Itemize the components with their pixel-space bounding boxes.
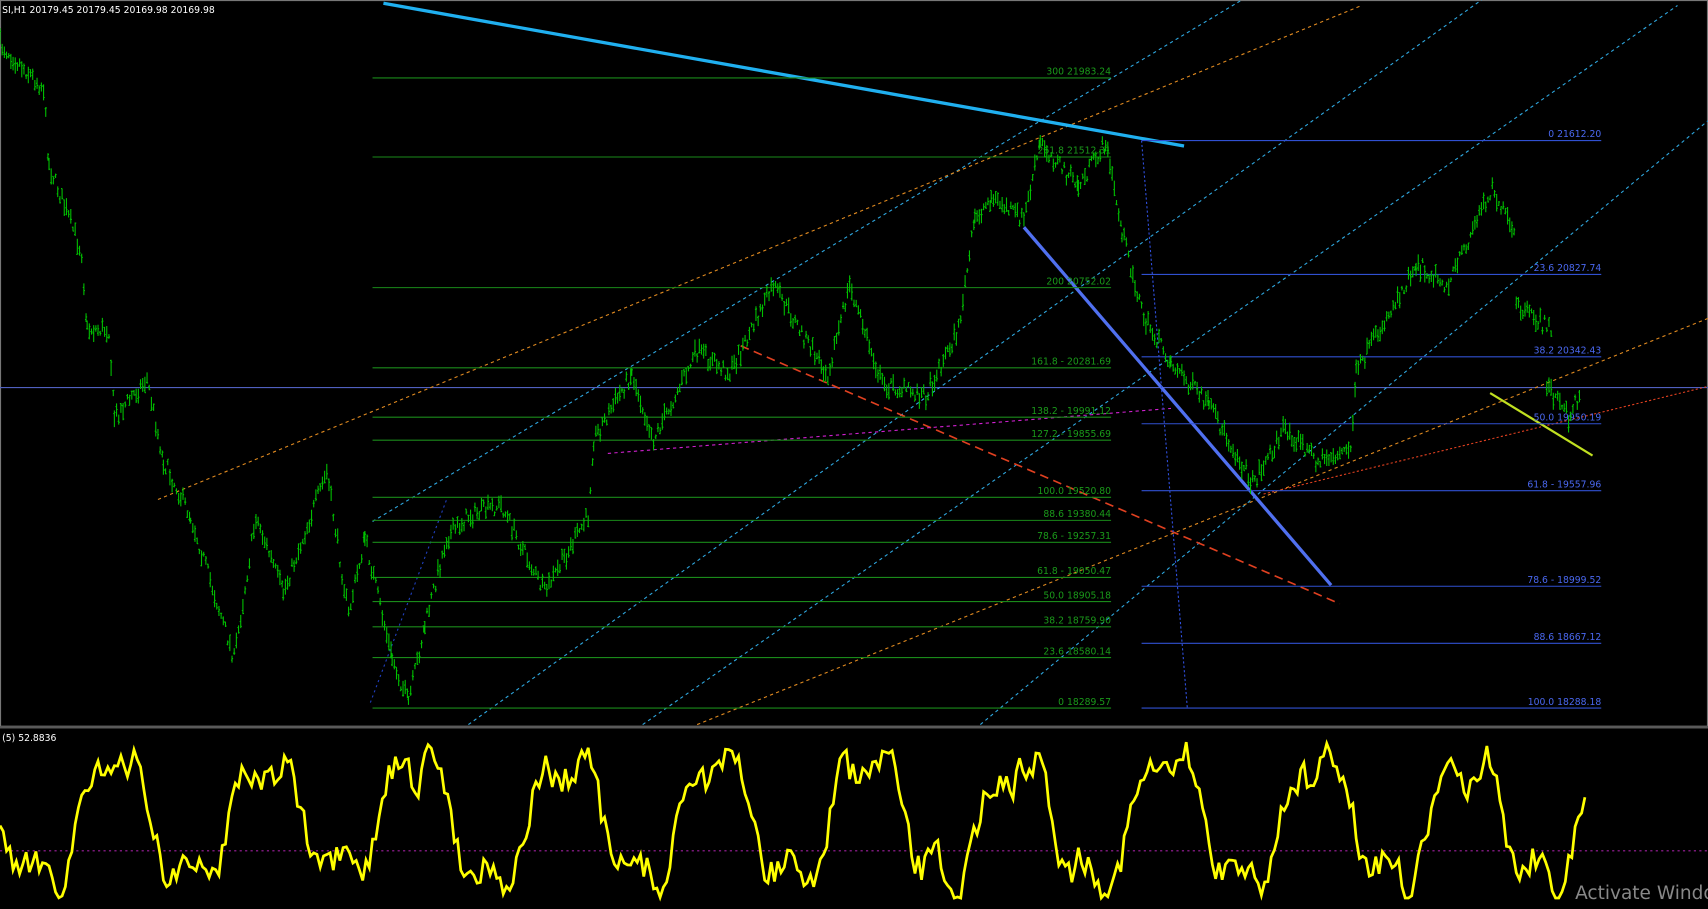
fib-label: 61.8 - 19557.96 <box>1527 479 1601 490</box>
fib-label: 23.6 20827.74 <box>1534 263 1602 274</box>
fib-label: 88.6 18667.12 <box>1534 632 1602 643</box>
dashed-trend <box>740 345 1341 605</box>
fib-label: 300 21983.24 <box>1046 67 1111 78</box>
fib-label: 61.8 - 19050.47 <box>1037 566 1111 577</box>
fib-label: 38.2 18759.90 <box>1043 616 1111 627</box>
fib-label: 100.0 18288.18 <box>1528 697 1602 708</box>
fib-label: 50.0 18905.18 <box>1043 590 1111 601</box>
symbol-header: SI,H1 20179.45 20179.45 20169.98 20169.9… <box>2 5 215 16</box>
price-bar-path <box>0 27 1581 705</box>
fib-label: 0 21612.20 <box>1548 129 1601 140</box>
resistance-line <box>383 1 1185 148</box>
fib-label: 100.0 19520.80 <box>1038 486 1112 497</box>
oscillator-line <box>0 738 1587 902</box>
drawings <box>157 0 1708 726</box>
fib-label: 138.2 - 19991.12 <box>1031 406 1111 417</box>
fib-label: 88.6 19380.44 <box>1043 509 1111 520</box>
fib-anchor <box>1141 140 1188 709</box>
fib-label: 78.6 - 19257.31 <box>1037 531 1111 542</box>
trend-line <box>157 4 1362 501</box>
watermark: Activate Windo <box>1575 883 1708 904</box>
fib-label: 0 18289.57 <box>1058 697 1111 708</box>
down-trend-line <box>1022 226 1333 587</box>
fib-label: 161.8 - 20281.69 <box>1031 356 1111 367</box>
fib-label: 38.2 20342.43 <box>1534 345 1602 356</box>
main-panel-border <box>0 0 1708 727</box>
channel-line <box>980 120 1708 725</box>
fib-label: 50.0 19950.19 <box>1534 412 1602 423</box>
trend-line <box>696 317 1708 726</box>
fibonacci-levels: 300 21983.24 261.8 21512.31 200 20752.02 16… <box>372 67 1602 709</box>
fib-label: 261.8 21512.31 <box>1038 146 1112 157</box>
fib-label: 78.6 - 18999.52 <box>1527 575 1601 586</box>
fib-label: 200 20752.02 <box>1046 276 1111 287</box>
fib-label: 23.6 18580.14 <box>1043 646 1111 657</box>
channel-line <box>372 0 1243 522</box>
channel-line <box>468 0 1482 726</box>
dashed-trend <box>1263 385 1708 495</box>
dashed-trend <box>607 407 1172 454</box>
indicator-label: (5) 52.8836 <box>2 733 56 744</box>
price-bars <box>0 27 1581 705</box>
fib-label: 127.2 - 19855.69 <box>1031 429 1111 440</box>
